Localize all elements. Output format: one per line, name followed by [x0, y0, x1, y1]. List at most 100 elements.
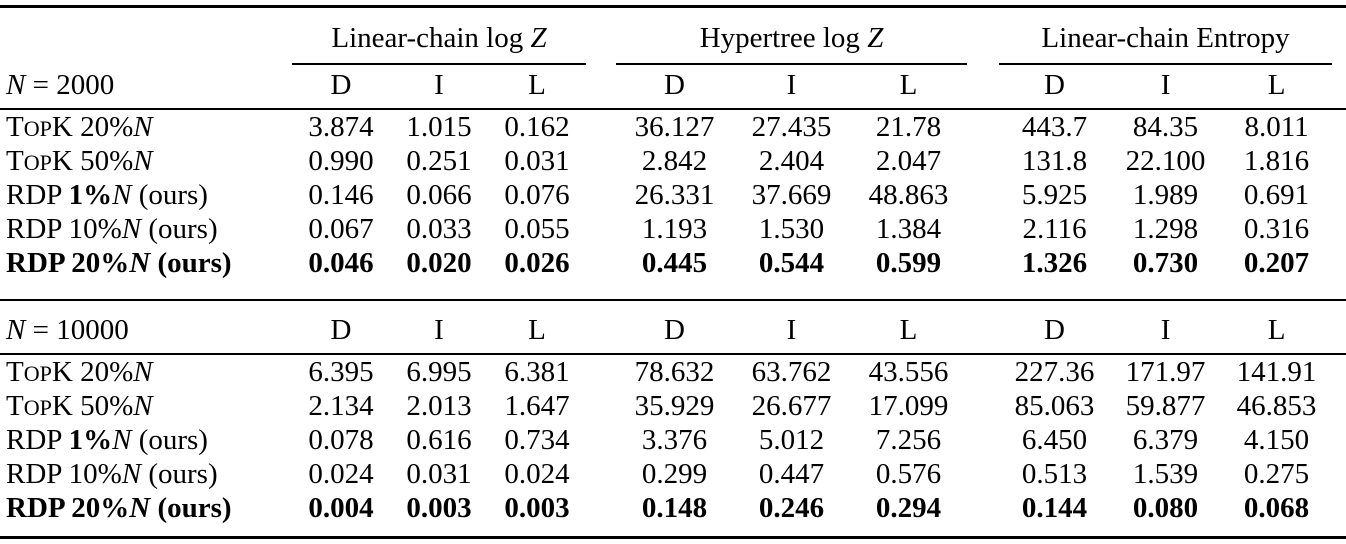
value-cell: 131.8	[1021, 144, 1088, 177]
label-segment: Z	[530, 21, 547, 54]
value-cell: 2.047	[875, 144, 942, 177]
value-cell: 171.97	[1125, 355, 1206, 388]
value-cell: 0.004	[292, 491, 390, 539]
value-cell: 8.011	[1244, 110, 1309, 143]
column-header-d: D	[999, 64, 1111, 110]
spacer-cell	[1332, 423, 1346, 457]
spacer-cell	[1332, 178, 1346, 212]
column-header-d: D	[292, 300, 390, 355]
table-row: RDP 1%N (ours) 0.146 0.066 0.076 26.331 37.66…	[0, 178, 1346, 212]
column-gap	[967, 457, 999, 491]
column-header-d: D	[292, 64, 390, 110]
column-gap	[967, 389, 999, 423]
spacer-cell	[1332, 64, 1346, 110]
label-segment: T	[6, 389, 24, 422]
value-cell: 4.150	[1243, 423, 1310, 456]
column-header-i: I	[390, 300, 488, 355]
label-segment: N	[129, 491, 151, 524]
value-cell: 1.530	[758, 212, 825, 245]
label-segment: Hypertree log	[699, 21, 868, 54]
value-cell: 7.256	[875, 423, 942, 456]
label-segment: N	[121, 212, 142, 245]
value-cell: 0.599	[850, 246, 968, 301]
value-cell: 2.134	[308, 389, 374, 422]
value-cell: 1.193	[641, 212, 708, 245]
value-cell: 0.148	[616, 491, 733, 539]
value-cell: 0.275	[1243, 457, 1310, 490]
spacer-cell	[1332, 246, 1346, 301]
value-cell: 0.144	[999, 491, 1111, 539]
value-cell: 84.35	[1132, 110, 1199, 143]
label-segment: N	[133, 144, 153, 177]
label-segment: RDP 20%	[6, 491, 130, 524]
column-gap	[967, 491, 1000, 539]
label-segment: (ours)	[131, 423, 208, 456]
label-segment: K 20%	[51, 355, 134, 388]
column-gap	[967, 354, 999, 389]
value-cell: 2.842	[641, 144, 708, 177]
table-row: TOPK 50%N 2.134 2.013 1.647 35.929 26.677 17.0…	[0, 389, 1346, 423]
value-cell: 22.100	[1125, 144, 1206, 177]
column-gap	[967, 300, 1000, 355]
column-gap	[967, 212, 999, 246]
section-header-row: N = 2000 D I L D I L D I L	[0, 64, 1346, 110]
column-gap	[586, 300, 616, 355]
value-cell: 0.080	[1110, 491, 1222, 539]
spacer-cell	[1332, 212, 1346, 246]
label-segment: K 20%	[51, 110, 134, 143]
label-segment: RDP 10%	[6, 457, 122, 490]
group-title-linear-chain-logz: Linear-chain log Z	[292, 6, 586, 65]
value-cell: 0.162	[504, 110, 570, 143]
value-cell: 0.207	[1221, 246, 1333, 301]
row-label: RDP 20%N (ours)	[0, 491, 292, 539]
label-segment: N	[133, 355, 153, 388]
spacer-cell	[1332, 109, 1346, 144]
value-cell: 2.116	[1022, 212, 1087, 245]
value-cell: 0.020	[390, 246, 488, 301]
section-header-row: N = 10000 D I L D I L D I L	[0, 300, 1346, 355]
column-header-l: L	[488, 300, 586, 355]
value-cell: 0.447	[758, 457, 825, 490]
table-row: TOPK 20%N 6.395 6.995 6.381 78.632 63.762 43.5…	[0, 354, 1346, 389]
section-n-10000: N = 10000 D I L D I L D I L TOPK 20%N 6.395 6.995 6.3…	[0, 300, 1346, 539]
column-header-l: L	[1221, 64, 1333, 110]
value-cell: 6.381	[504, 355, 570, 388]
value-cell: 43.556	[868, 355, 949, 388]
value-cell: 0.146	[308, 178, 374, 211]
value-cell: 227.36	[1014, 355, 1095, 388]
row-label: RDP 10%N (ours)	[0, 457, 292, 491]
label-segment: RDP 20%	[6, 246, 130, 279]
column-header-i: I	[733, 300, 850, 355]
row-label: TOPK 20%N	[0, 109, 292, 144]
value-cell: 1.989	[1132, 178, 1199, 211]
label-segment: Linear-chain Entropy	[1041, 21, 1290, 54]
spacer-cell	[1332, 491, 1346, 539]
value-cell: 1.384	[875, 212, 942, 245]
value-cell: 1.015	[406, 110, 472, 143]
value-cell: 0.024	[504, 457, 570, 490]
value-cell: 3.874	[308, 110, 374, 143]
label-segment: N	[6, 68, 26, 101]
column-gap	[967, 109, 999, 144]
row-label: RDP 20%N (ours)	[0, 246, 292, 301]
value-cell: 1.326	[999, 246, 1111, 301]
value-cell: 0.734	[504, 423, 570, 456]
value-cell: 0.068	[1221, 491, 1333, 539]
column-gap	[586, 246, 616, 301]
table-row: TOPK 50%N 0.990 0.251 0.031 2.842 2.404 2.047 1…	[0, 144, 1346, 178]
column-gap	[586, 64, 616, 110]
table-row: RDP 10%N (ours) 0.067 0.033 0.055 1.193 1.530…	[0, 212, 1346, 246]
group-title-hypertree-logz: Hypertree log Z	[616, 6, 968, 65]
group-title-linear-chain-entropy: Linear-chain Entropy	[999, 6, 1333, 65]
label-segment: (ours)	[141, 212, 218, 245]
label-segment: (ours)	[150, 246, 232, 279]
value-cell: 0.031	[504, 144, 570, 177]
value-cell: 36.127	[634, 110, 715, 143]
value-cell: 6.995	[406, 355, 472, 388]
value-cell: 85.063	[1014, 389, 1095, 422]
spacer-cell	[0, 7, 292, 65]
column-header-i: I	[733, 64, 850, 110]
value-cell: 0.246	[733, 491, 850, 539]
value-cell: 6.395	[308, 355, 374, 388]
value-cell: 5.925	[1021, 178, 1088, 211]
